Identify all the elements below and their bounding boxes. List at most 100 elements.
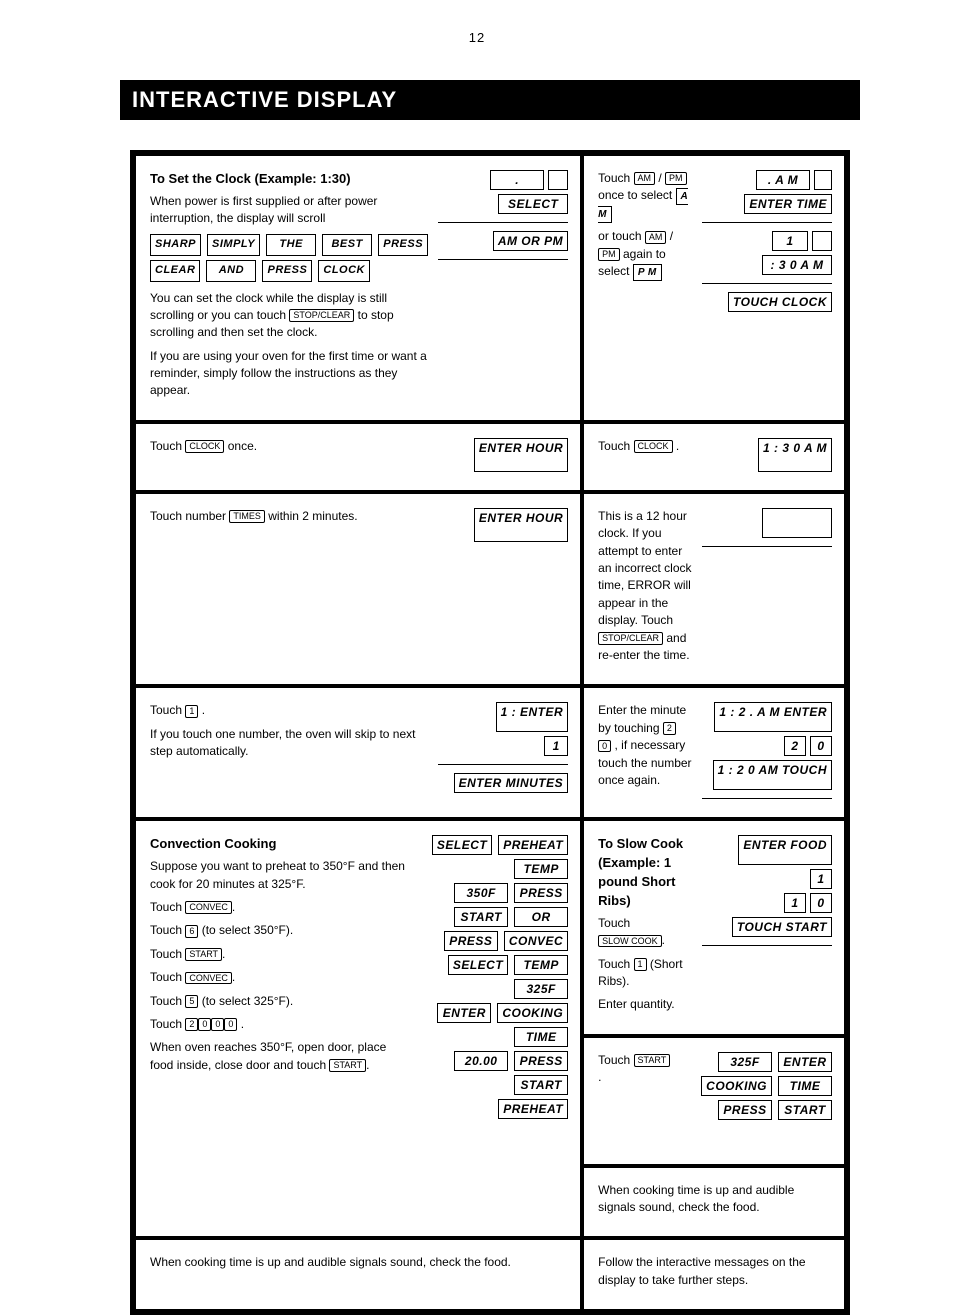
- slowcook-key[interactable]: SLOW COOK: [598, 935, 662, 948]
- disp-box: ENTER: [437, 1003, 491, 1023]
- display-column: SELECTPREHEAT TEMP 350FPRESS STARTOR PRE…: [418, 835, 568, 1222]
- start-key[interactable]: START: [634, 1054, 671, 1067]
- stop-clear-key[interactable]: STOP/CLEAR: [289, 309, 354, 322]
- disp-box: PREHEAT: [498, 835, 568, 855]
- disp-box: TOUCH START: [732, 917, 832, 937]
- page-number: 12: [469, 30, 485, 45]
- key-1[interactable]: 1: [634, 958, 647, 971]
- clock-key[interactable]: CLOCK: [634, 440, 673, 453]
- disp-box: [812, 231, 832, 251]
- text: Touch START.: [150, 946, 408, 963]
- pm-indicator: P M: [633, 264, 662, 281]
- cell-body: When cooking time is up and audible sign…: [150, 1254, 568, 1295]
- clock-key[interactable]: CLOCK: [185, 440, 224, 453]
- disp-token: THE: [266, 234, 316, 256]
- text: Touch START.: [598, 1052, 672, 1087]
- disp-box: TIME: [514, 1027, 568, 1047]
- key-0[interactable]: 0: [198, 1018, 211, 1031]
- text: Enter quantity.: [598, 996, 692, 1013]
- text: When power is first supplied or after po…: [150, 193, 428, 228]
- disp-box: COOKING: [701, 1076, 772, 1096]
- disp-box: ENTER TIME: [744, 194, 832, 214]
- disp-box: PRESS: [514, 1051, 568, 1071]
- disp-box: ENTER HOUR: [474, 438, 568, 472]
- scrolling-display: SHARP SIMPLY THE BEST PRESS CLEAR AND PR…: [150, 234, 428, 282]
- key-6[interactable]: 6: [185, 925, 198, 938]
- disp-box: CONVEC: [504, 931, 568, 951]
- cell-body: To Set the Clock (Example: 1:30) When po…: [150, 170, 428, 406]
- am-pm-key[interactable]: AM: [634, 172, 656, 185]
- times-key[interactable]: TIMES: [229, 510, 265, 523]
- disp-box: .: [490, 170, 544, 190]
- display-column: 1 : 3 0 A M: [702, 438, 832, 476]
- text: Touch AM / PM once to select A M: [598, 170, 692, 222]
- disp-box: SELECT: [498, 194, 568, 214]
- text: When oven reaches 350°F, open door, plac…: [150, 1039, 408, 1074]
- am-pm-key[interactable]: AM: [645, 231, 667, 244]
- key-2[interactable]: 2: [185, 1018, 198, 1031]
- cell-slowcook-right: To Slow Cook (Example: 1 pound Short Rib…: [582, 819, 846, 1035]
- cell-title: To Slow Cook (Example: 1 pound Short Rib…: [598, 835, 692, 910]
- display-column: 325FENTER COOKINGTIME PRESSSTART: [682, 1052, 832, 1150]
- convec-key[interactable]: CONVEC: [185, 901, 232, 914]
- disp-box: COOKING: [497, 1003, 568, 1023]
- text: Suppose you want to preheat to 350°F and…: [150, 858, 408, 893]
- key-2[interactable]: 2: [663, 722, 676, 735]
- disp-token: AND: [206, 260, 256, 282]
- text: Touch CONVEC.: [150, 969, 408, 986]
- stop-clear-key[interactable]: STOP/CLEAR: [598, 632, 663, 645]
- cell-row2-right: This is a 12 hour clock. If you attempt …: [582, 492, 846, 687]
- cell-body: To Slow Cook (Example: 1 pound Short Rib…: [598, 835, 692, 1019]
- disp-box: 20.00: [454, 1051, 508, 1071]
- disp-box: START: [454, 907, 508, 927]
- cell-clock-set-left: To Set the Clock (Example: 1:30) When po…: [134, 154, 582, 422]
- am-pm-key[interactable]: PM: [665, 172, 687, 185]
- divider-line: [438, 222, 568, 223]
- disp-box: 1: [784, 893, 806, 913]
- disp-box: START: [514, 1075, 568, 1095]
- text: Touch CLOCK .: [598, 438, 692, 455]
- disp-box: 325F: [514, 979, 568, 999]
- text: Touch 6 (to select 350°F).: [150, 922, 408, 939]
- disp-box: [814, 170, 832, 190]
- key-0[interactable]: 0: [211, 1018, 224, 1031]
- disp-box: 325F: [718, 1052, 772, 1072]
- text: If you touch one number, the oven will s…: [150, 726, 428, 761]
- disp-box: 1: [810, 869, 832, 889]
- start-key[interactable]: START: [185, 948, 222, 961]
- key-1[interactable]: 1: [185, 705, 198, 718]
- disp-box: TEMP: [514, 955, 568, 975]
- disp-token: SHARP: [150, 234, 201, 256]
- am-pm-key[interactable]: PM: [598, 248, 620, 261]
- disp-box: . A M: [756, 170, 810, 190]
- text: Touch 1 .: [150, 702, 428, 719]
- text: This is a 12 hour clock. If you attempt …: [598, 508, 692, 665]
- disp-box: 1 : ENTER: [496, 702, 569, 732]
- start-key[interactable]: START: [329, 1059, 366, 1072]
- text: When cooking time is up and audible sign…: [598, 1182, 832, 1217]
- display-column: [702, 508, 832, 671]
- disp-row: .: [490, 170, 568, 190]
- cell-body: Touch AM / PM once to select A M or touc…: [598, 170, 692, 287]
- key-0[interactable]: 0: [598, 740, 611, 753]
- divider-line: [438, 259, 568, 260]
- text: Touch 5 (to select 325°F).: [150, 993, 408, 1010]
- disp-box: AM OR PM: [493, 231, 568, 251]
- disp-box: ENTER FOOD: [738, 835, 832, 865]
- cell-row2-left: Touch number TIMES within 2 minutes. ENT…: [134, 492, 582, 687]
- disp-box: OR: [514, 907, 568, 927]
- disp-box: START: [778, 1100, 832, 1120]
- display-column: 1 : 2 . A M ENTER 2 0 1 : 2 0 AM TOUCH: [702, 702, 832, 803]
- key-5[interactable]: 5: [185, 995, 198, 1008]
- cell-body: Enter the minute by touching 2 0 , if ne…: [598, 702, 692, 803]
- disp-box: TEMP: [514, 859, 568, 879]
- disp-token: SIMPLY: [207, 234, 260, 256]
- text: Touch 1 (Short Ribs).: [598, 956, 692, 991]
- text: Enter the minute by touching 2 0 , if ne…: [598, 702, 692, 789]
- disp-box: ENTER HOUR: [474, 508, 568, 542]
- key-0[interactable]: 0: [224, 1018, 237, 1031]
- cell-title: To Set the Clock (Example: 1:30): [150, 170, 428, 189]
- cell-row3-right: Enter the minute by touching 2 0 , if ne…: [582, 686, 846, 819]
- disp-box: SELECT: [448, 955, 508, 975]
- convec-key[interactable]: CONVEC: [185, 972, 232, 985]
